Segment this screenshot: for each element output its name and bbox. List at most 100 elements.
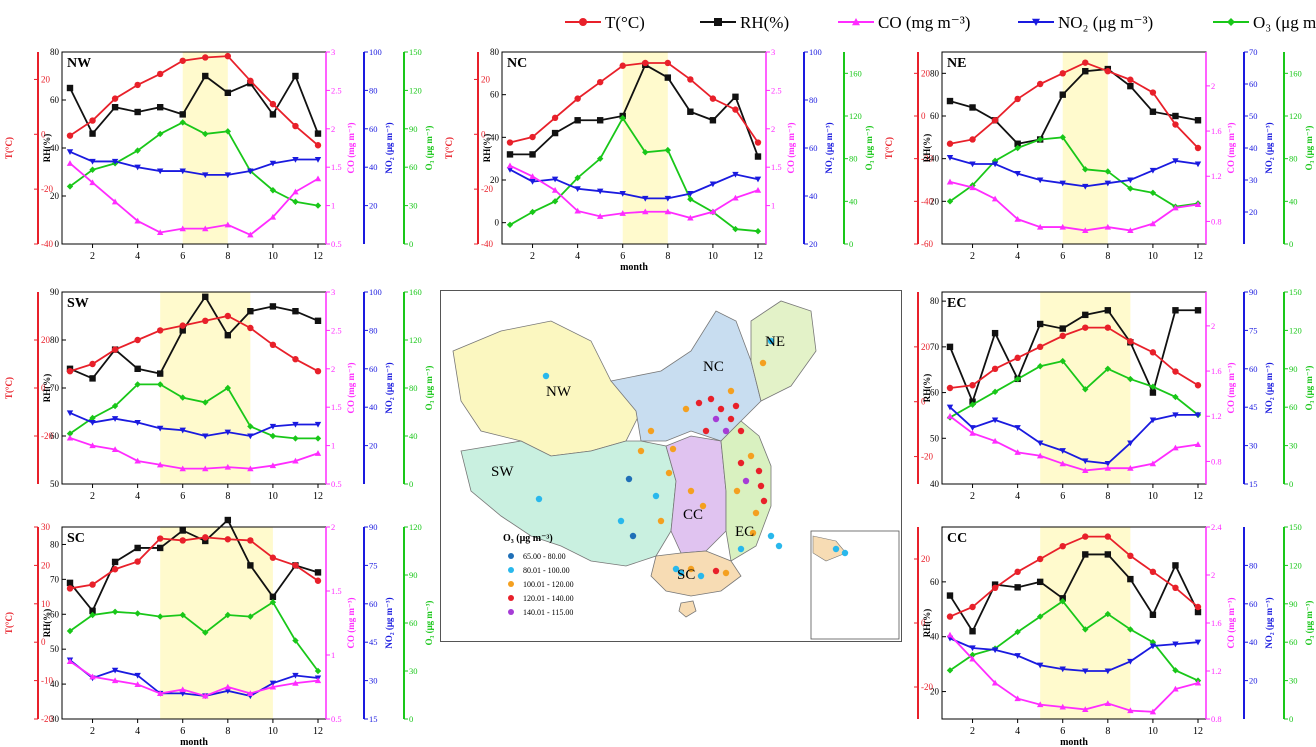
data-point: [134, 108, 141, 116]
y-tick-label: 20: [921, 342, 931, 352]
map-label-nc: NC: [703, 359, 724, 375]
axis-co: 0.8 1.2 1.6 2 CO (mg m⁻³): [1205, 292, 1236, 484]
data-point: [1172, 307, 1179, 314]
data-point: [269, 100, 277, 108]
data-point: [179, 119, 186, 126]
data-point: [754, 228, 762, 235]
data-point: [754, 153, 762, 160]
data-point: [156, 229, 164, 236]
axis-co: 0.5 1 1.5 2 2.5 3 CO (mg m⁻³): [325, 287, 356, 489]
data-point: [247, 433, 254, 440]
y-tick-label: 2.5: [771, 85, 782, 95]
legend-marker: [1227, 18, 1235, 26]
data-point: [1014, 449, 1021, 455]
y-tick-label: 15: [1249, 479, 1258, 489]
data-point: [574, 207, 581, 214]
data-point: [314, 667, 322, 675]
y-tick-label: 10: [41, 599, 51, 609]
y-axis-title: CO (mg m⁻³): [346, 363, 356, 414]
x-tick-label: 6: [180, 726, 185, 737]
data-point: [179, 322, 186, 329]
data-point: [1127, 82, 1134, 90]
data-point: [551, 187, 559, 193]
data-point: [1149, 389, 1157, 396]
data-point: [269, 213, 277, 220]
data-point: [969, 429, 976, 436]
y-axis-title: RH(%): [42, 609, 52, 638]
series-no2: [946, 404, 1202, 467]
x-tick-label: 8: [1105, 726, 1110, 737]
y-axis-title: O₃ (μg m⁻³): [424, 601, 434, 646]
x-tick-label: 8: [225, 491, 230, 502]
x-tick-label: 4: [135, 726, 140, 737]
station-dot: [625, 475, 633, 483]
data-point: [134, 365, 141, 372]
y-axis-title: NO₂ (μg m⁻³): [384, 597, 394, 648]
y-tick-label: 120: [849, 111, 862, 121]
series-line: [949, 61, 1199, 149]
data-point: [269, 187, 277, 194]
series-line: [949, 326, 1199, 389]
x-tick-label: 8: [665, 251, 670, 262]
data-point: [66, 585, 74, 592]
chart-ec: EC24681012-20020T(°C)4050607080RH(%)0.81…: [884, 287, 1314, 502]
station-dot: [677, 569, 685, 577]
data-point: [969, 645, 976, 652]
axis-co: 0.5 1 1.5 2 CO (mg m⁻³): [325, 522, 356, 724]
data-point: [1149, 89, 1157, 96]
data-point: [1172, 112, 1179, 120]
data-point: [292, 356, 299, 363]
data-point: [1127, 440, 1134, 447]
data-point: [1104, 460, 1112, 467]
data-point: [1059, 70, 1066, 77]
inset-coast: [812, 535, 847, 562]
data-point: [1082, 467, 1089, 474]
y-tick-label: 30: [1249, 441, 1258, 451]
data-point: [732, 106, 739, 113]
y-tick-label: 20: [41, 74, 51, 84]
y-tick-label: 20: [369, 201, 378, 211]
data-point: [89, 581, 96, 588]
station-dot: [717, 405, 725, 413]
data-point: [247, 537, 254, 544]
data-point: [224, 128, 232, 135]
data-point: [1059, 598, 1066, 605]
x-tick-label: 12: [1193, 726, 1203, 737]
x-tick-label: 2: [530, 251, 535, 262]
data-point: [202, 534, 209, 541]
chart-nc: NC2 4 6 8 10 12month-40-20020T(°C)020406080RH…: [444, 47, 874, 272]
data-point: [224, 429, 232, 436]
legend-label: CO (mg m⁻³): [878, 13, 970, 32]
data-point: [89, 611, 96, 619]
series-co: [506, 162, 762, 221]
x-tick-label: 12: [1193, 491, 1203, 502]
data-point: [89, 673, 96, 680]
series-line: [949, 360, 1199, 419]
data-point: [111, 608, 119, 615]
data-point: [247, 231, 254, 238]
data-point: [134, 558, 141, 565]
data-point: [66, 132, 74, 139]
y-axis-title: O₃ (μg m⁻³): [1304, 126, 1314, 171]
y-tick-label: 60: [1289, 637, 1298, 647]
data-point: [1149, 643, 1157, 650]
data-point: [314, 175, 322, 182]
series-t: [66, 534, 322, 592]
y-tick-label: 20: [369, 441, 378, 451]
y-tick-label: 50: [50, 479, 60, 489]
x-tick-label: 6: [180, 491, 185, 502]
y-axis-title: CO (mg m⁻³): [346, 123, 356, 174]
data-point: [709, 117, 717, 124]
data-point: [134, 164, 141, 171]
data-point: [202, 172, 209, 179]
data-point: [551, 114, 559, 122]
y-tick-label: 2: [1211, 570, 1215, 580]
axis-co: 0.5 1 1.5 2 2.5 3 CO (mg m⁻³): [325, 47, 356, 249]
station-dot: [669, 445, 677, 453]
x-tick-label: 2: [90, 251, 95, 262]
data-point: [946, 631, 954, 638]
data-point: [991, 584, 999, 591]
axis-o3: 0 30 60 90 120 O₃ (μg m⁻³): [403, 522, 434, 724]
y-tick-label: 30: [1289, 676, 1298, 686]
data-point: [619, 191, 626, 197]
